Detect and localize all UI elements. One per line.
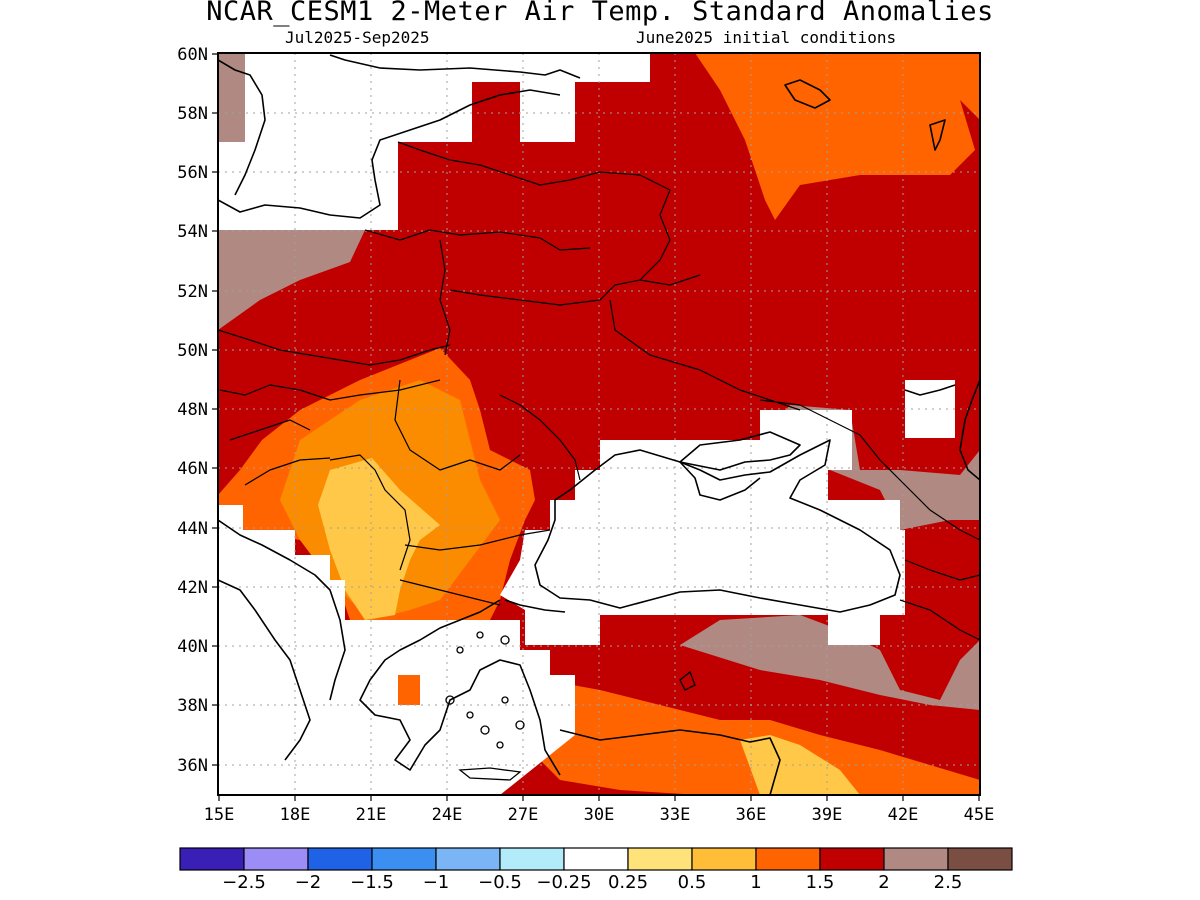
colorbar-swatch <box>691 847 757 871</box>
lat-label: 58N <box>177 104 208 124</box>
colorbar-label: −1 <box>423 872 450 893</box>
colorbar-label: −2 <box>295 872 322 893</box>
longitude-labels: 15E 18E 21E 24E 27E 30E 33E 36E 39E 42E … <box>204 805 995 825</box>
lat-label: 56N <box>177 163 208 183</box>
colorbar-swatch <box>179 847 245 871</box>
lon-label: 24E <box>432 805 463 825</box>
lon-label: 18E <box>280 805 311 825</box>
colorbar-label: −0.25 <box>536 872 591 893</box>
colorbar-swatch <box>371 847 437 871</box>
lat-label: 42N <box>177 578 208 598</box>
valid-period: Jul2025-Sep2025 <box>285 28 430 47</box>
lon-label: 27E <box>508 805 539 825</box>
colorbar: −2.5 −2 −1.5 −1 −0.5 −0.25 0.25 0.5 1 1.5 2 2.5 <box>179 847 1013 893</box>
islands <box>445 631 696 781</box>
anomaly-anatolia-high <box>680 615 980 710</box>
lat-label: 52N <box>177 282 208 302</box>
anomaly-peloponnese <box>398 675 420 705</box>
lat-label: 44N <box>177 519 208 539</box>
country-borders <box>218 141 980 641</box>
coastlines <box>218 54 980 795</box>
colorbar-swatch <box>307 847 373 871</box>
initial-conditions: June2025 initial conditions <box>636 28 897 47</box>
colorbar-label: 1 <box>750 872 761 893</box>
lat-label: 36N <box>177 756 208 776</box>
lon-label: 15E <box>204 805 235 825</box>
lat-label: 54N <box>177 222 208 242</box>
colorbar-label: 2.5 <box>934 872 963 893</box>
colorbar-label: 1.5 <box>806 872 835 893</box>
lon-label: 39E <box>812 805 843 825</box>
colorbar-swatch <box>563 847 629 871</box>
no-signal-aegean <box>218 620 575 795</box>
lon-label: 30E <box>584 805 615 825</box>
lat-label: 40N <box>177 637 208 657</box>
colorbar-swatch <box>755 847 821 871</box>
colorbar-label: 0.25 <box>608 872 648 893</box>
lat-label: 50N <box>177 341 208 361</box>
lat-label: 46N <box>177 459 208 479</box>
colorbar-label: 2 <box>878 872 889 893</box>
colorbar-swatch <box>435 847 501 871</box>
lat-label: 60N <box>177 45 208 65</box>
lon-label: 42E <box>888 805 919 825</box>
graticule <box>218 53 980 795</box>
map-area <box>218 53 980 795</box>
colorbar-swatch <box>819 847 885 871</box>
colorbar-swatch <box>243 847 309 871</box>
map-title: NCAR_CESM1 2-Meter Air Temp. Standard An… <box>206 0 994 27</box>
colorbar-swatch <box>947 847 1013 871</box>
anomaly-region-ne <box>695 53 980 220</box>
lon-label: 36E <box>736 805 767 825</box>
latitude-labels: 60N 58N 56N 54N 52N 50N 48N 46N 44N 42N … <box>177 45 208 776</box>
colorbar-label: −2.5 <box>222 872 266 893</box>
anomaly-poland-high <box>218 230 365 330</box>
colorbar-label: −0.5 <box>478 872 522 893</box>
lon-label: 45E <box>964 805 995 825</box>
lon-label: 21E <box>356 805 387 825</box>
axis-ticks <box>212 53 980 801</box>
anomaly-scandinavia-high <box>218 53 245 142</box>
lat-label: 48N <box>177 400 208 420</box>
lon-label: 33E <box>660 805 691 825</box>
colorbar-label: 0.5 <box>678 872 707 893</box>
no-signal-adriatic <box>218 505 345 650</box>
lat-label: 38N <box>177 696 208 716</box>
colorbar-swatch <box>499 847 565 871</box>
colorbar-swatch <box>627 847 693 871</box>
anomaly-region-serbia <box>318 458 440 620</box>
no-signal-baltic <box>218 53 650 230</box>
colorbar-swatch <box>883 847 949 871</box>
colorbar-label: −1.5 <box>350 872 394 893</box>
